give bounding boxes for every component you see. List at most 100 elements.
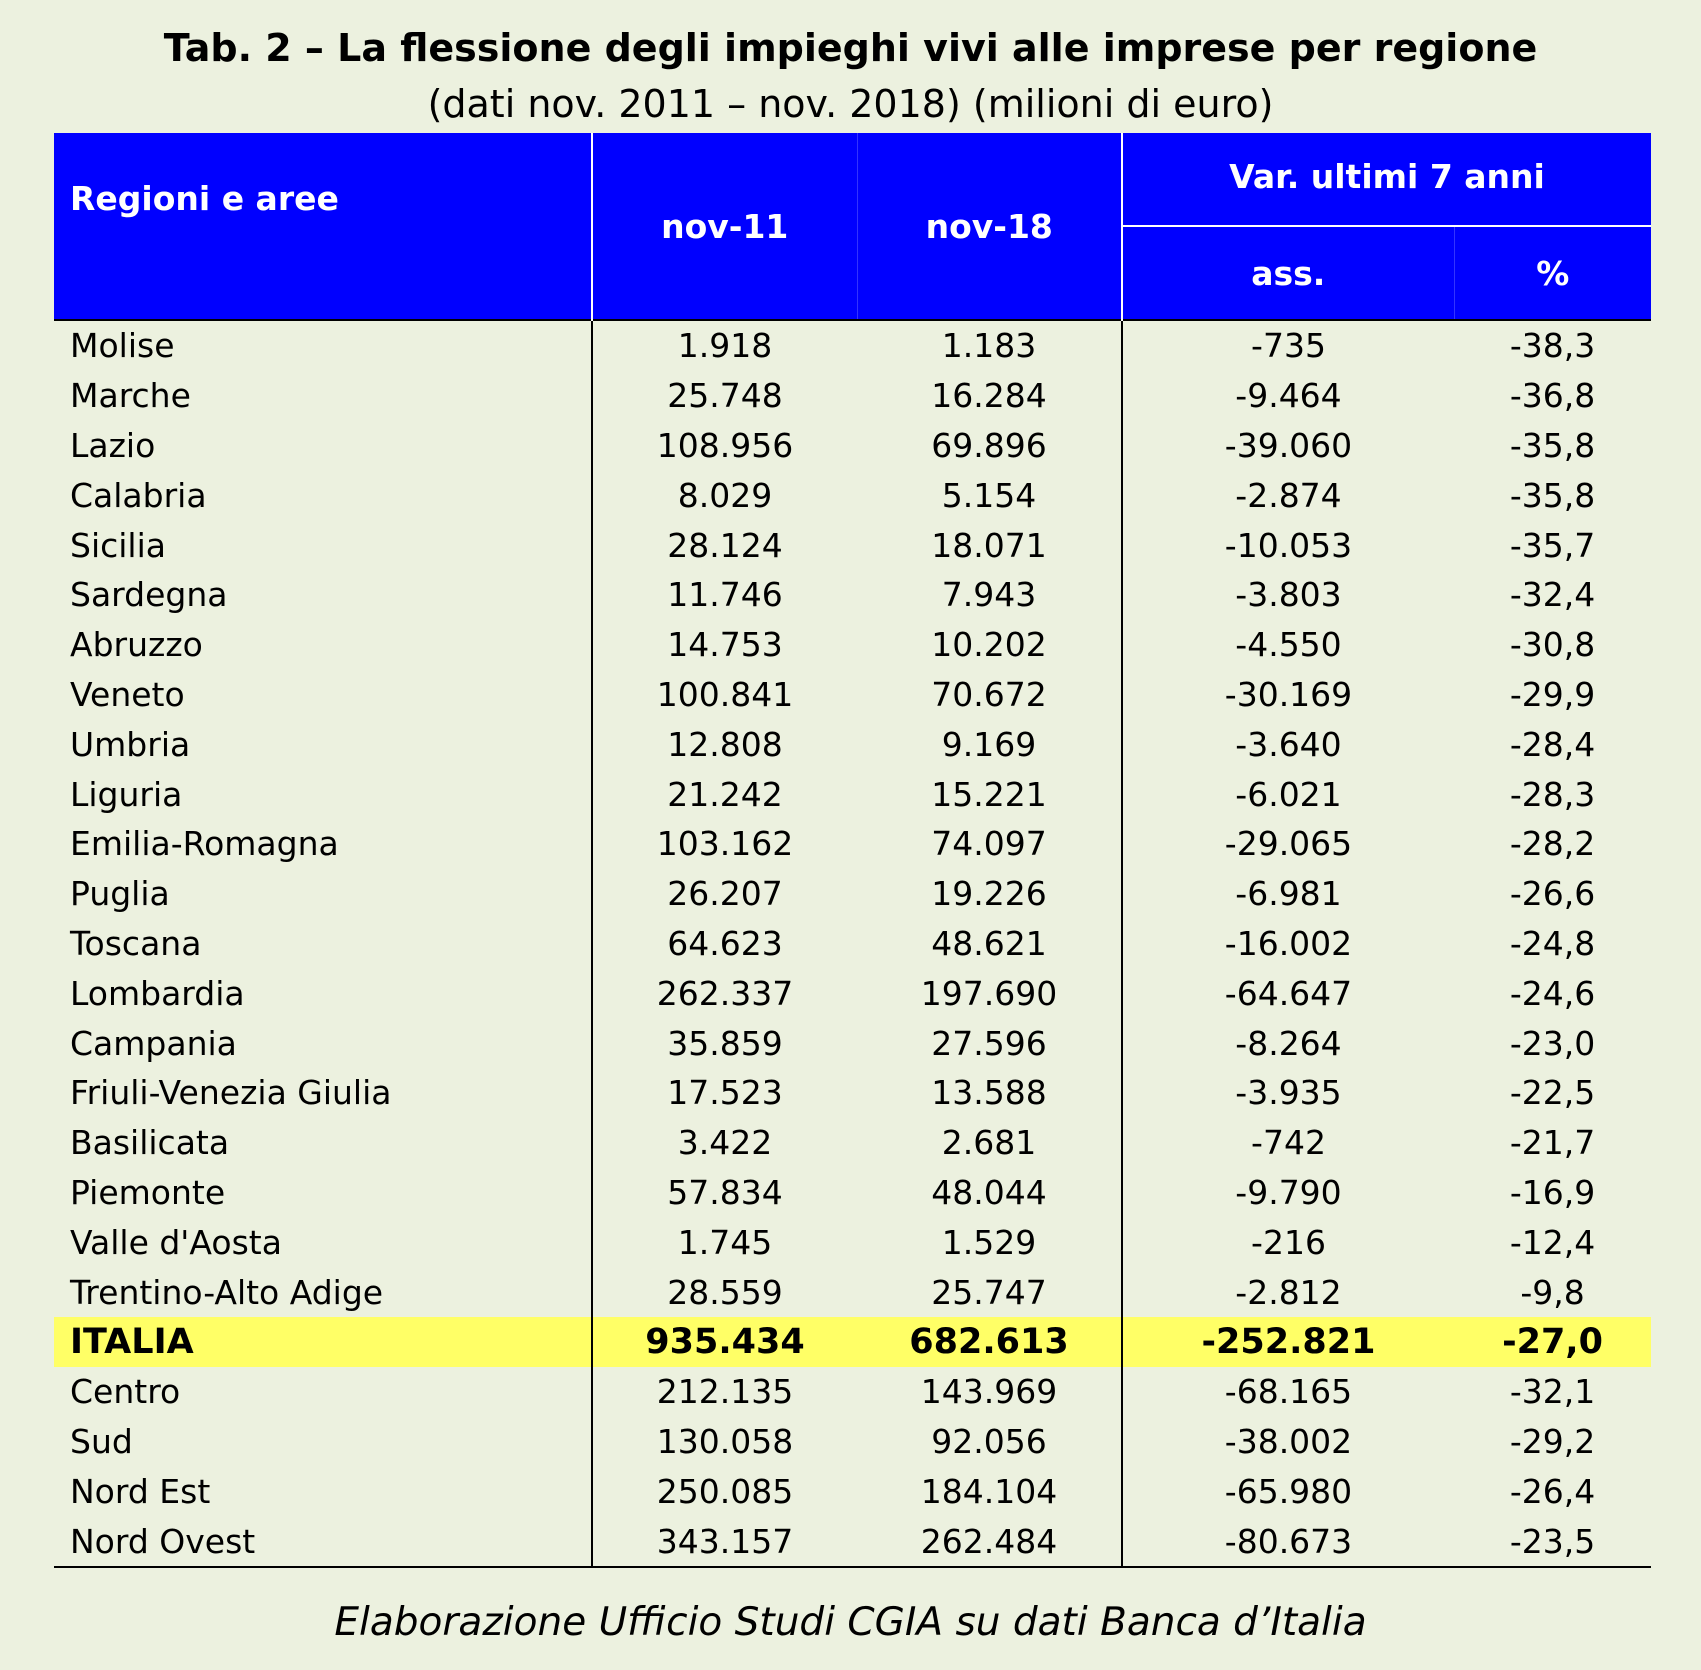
header-cell: % (1454, 226, 1652, 320)
value-cell: 15.221 (857, 769, 1123, 819)
value-cell: -29,9 (1509, 674, 1596, 714)
value-cell: -3.803 (1235, 575, 1342, 615)
value-cell: 25.747 (857, 1267, 1123, 1317)
region-cell: Puglia (54, 868, 593, 919)
value-cell: 7.943 (857, 569, 1123, 620)
region-cell: Umbria (54, 719, 593, 770)
value-cell: -29,2 (1509, 1421, 1596, 1461)
table-row: Sicilia 28.124 18.071 -10.053 -35,7 (54, 520, 1651, 570)
value-cell: 1.183 (857, 320, 1123, 371)
value-cell: 19.226 (857, 868, 1123, 919)
value-cell: -35,7 (1509, 525, 1596, 565)
region-cell: Toscana (54, 918, 593, 969)
value-cell: 28.124 (667, 525, 783, 565)
value-cell: -80.673 (1224, 1521, 1353, 1561)
region-cell: Abruzzo (54, 619, 593, 670)
value-cell: 14.753 (667, 625, 783, 665)
value-cell: -32,4 (1509, 575, 1596, 615)
value-cell: -22,5 (1509, 1073, 1596, 1113)
region-cell: Valle d'Aosta (54, 1217, 593, 1268)
value-cell: 130.058 (656, 1421, 794, 1461)
region-cell: Sardegna (54, 569, 593, 620)
value-cell: 92.056 (857, 1416, 1123, 1467)
value-cell: 16.284 (857, 370, 1123, 421)
value-cell: -26,4 (1509, 1471, 1596, 1511)
value-cell: -65.980 (1224, 1471, 1353, 1511)
value-cell: -24,8 (1509, 923, 1596, 963)
value-cell: -16.002 (1224, 923, 1353, 963)
region-cell: Centro (54, 1366, 593, 1417)
table-row: Sud 130.058 92.056 -38.002 -29,2 (54, 1416, 1651, 1467)
value-cell: -6.021 (1235, 774, 1342, 814)
value-cell: -28,3 (1509, 774, 1596, 814)
value-cell: 25.748 (667, 376, 783, 416)
header-cell: Regioni e aree (54, 133, 593, 320)
table-row: Sardegna 11.746 7.943 -3.803 -32,4 (54, 569, 1651, 620)
region-cell: Emilia-Romagna (54, 818, 593, 869)
table-row: Toscana 64.623 48.621 -16.002 -24,8 (54, 918, 1651, 969)
value-cell: 184.104 (857, 1466, 1123, 1517)
table-row: Trentino-Alto Adige 28.559 25.747 -2.812 -9,… (54, 1267, 1651, 1317)
value-cell: -28,4 (1509, 724, 1596, 764)
value-cell: 212.135 (656, 1372, 794, 1412)
table-row: Nord Ovest 343.157 262.484 -80.673 -23,5 (54, 1516, 1651, 1567)
table-row: Veneto 100.841 70.672 -30.169 -29,9 (54, 669, 1651, 720)
table-row: ITALIA 935.434 682.613 -252.821 -27,0 (54, 1316, 1652, 1367)
header-cell: Var. ultimi 7 anni (1122, 133, 1652, 227)
value-cell: -26,6 (1509, 874, 1596, 914)
value-cell: 28.559 (667, 1272, 783, 1312)
table-row: Lazio 108.956 69.896 -39.060 -35,8 (54, 420, 1651, 471)
region-cell: Piemonte (54, 1167, 593, 1218)
table: Regioni e aree nov-11 nov-18 Var. ultimi… (54, 133, 1652, 1568)
value-cell: 26.207 (667, 874, 783, 914)
table-row: Emilia-Romagna 103.162 74.097 -29.065 -28,2 (54, 818, 1651, 869)
value-cell: 48.044 (857, 1167, 1123, 1218)
value-cell: 57.834 (667, 1172, 783, 1212)
region-cell: Lazio (54, 420, 593, 471)
value-cell: -30,8 (1509, 625, 1596, 665)
table-row: Marche 25.748 16.284 -9.464 -36,8 (54, 370, 1651, 421)
region-cell: ITALIA (54, 1316, 593, 1367)
header-cell: nov-18 (857, 133, 1123, 320)
value-cell: -35,8 (1509, 475, 1596, 515)
value-cell: -6.981 (1235, 874, 1342, 914)
value-cell: -35,8 (1509, 425, 1596, 465)
value-cell: 2.681 (857, 1117, 1123, 1168)
value-cell: 250.085 (656, 1471, 794, 1511)
value-cell: 343.157 (656, 1521, 794, 1561)
value-cell: -2.874 (1235, 475, 1342, 515)
subtitle: (dati nov. 2011 – nov. 2018) (milioni di… (427, 82, 1274, 126)
value-cell: 1.529 (857, 1217, 1123, 1268)
value-cell: -32,1 (1509, 1372, 1596, 1412)
table-row: Umbria 12.808 9.169 -3.640 -28,4 (54, 719, 1651, 770)
value-cell: -216 (1251, 1222, 1326, 1262)
value-cell: -3.935 (1235, 1073, 1342, 1113)
value-cell: -23,5 (1509, 1521, 1596, 1561)
value-cell: 262.484 (857, 1516, 1123, 1567)
table-header: Regioni e aree nov-11 nov-18 Var. ultimi… (54, 133, 1652, 320)
region-cell: Trentino-Alto Adige (54, 1267, 593, 1317)
value-cell: 3.422 (677, 1123, 773, 1163)
value-cell: 103.162 (656, 824, 794, 864)
value-cell: -28,2 (1509, 824, 1596, 864)
value-cell: 18.071 (857, 520, 1123, 570)
value-cell: -2.812 (1235, 1272, 1342, 1312)
value-cell: 100.841 (656, 674, 794, 714)
value-cell: -742 (1251, 1123, 1326, 1163)
region-cell: Sud (54, 1416, 593, 1467)
value-cell: -24,6 (1509, 973, 1596, 1013)
value-cell: 10.202 (857, 619, 1123, 670)
value-cell: -16,9 (1509, 1172, 1596, 1212)
value-cell: -10.053 (1224, 525, 1353, 565)
table-row: Friuli-Venezia Giulia 17.523 13.588 -3.935 -… (54, 1067, 1651, 1118)
value-cell: 197.690 (857, 968, 1123, 1019)
value-cell: 70.672 (857, 669, 1123, 720)
value-cell: 27.596 (857, 1018, 1123, 1068)
value-cell: -30.169 (1224, 674, 1353, 714)
value-cell: -68.165 (1224, 1372, 1353, 1412)
region-cell: Veneto (54, 669, 593, 720)
table-row: Lombardia 262.337 197.690 -64.647 -24,6 (54, 968, 1651, 1019)
value-cell: -8.264 (1235, 1023, 1342, 1063)
table-row: Centro 212.135 143.969 -68.165 -32,1 (54, 1366, 1651, 1417)
value-cell: 64.623 (667, 923, 783, 963)
